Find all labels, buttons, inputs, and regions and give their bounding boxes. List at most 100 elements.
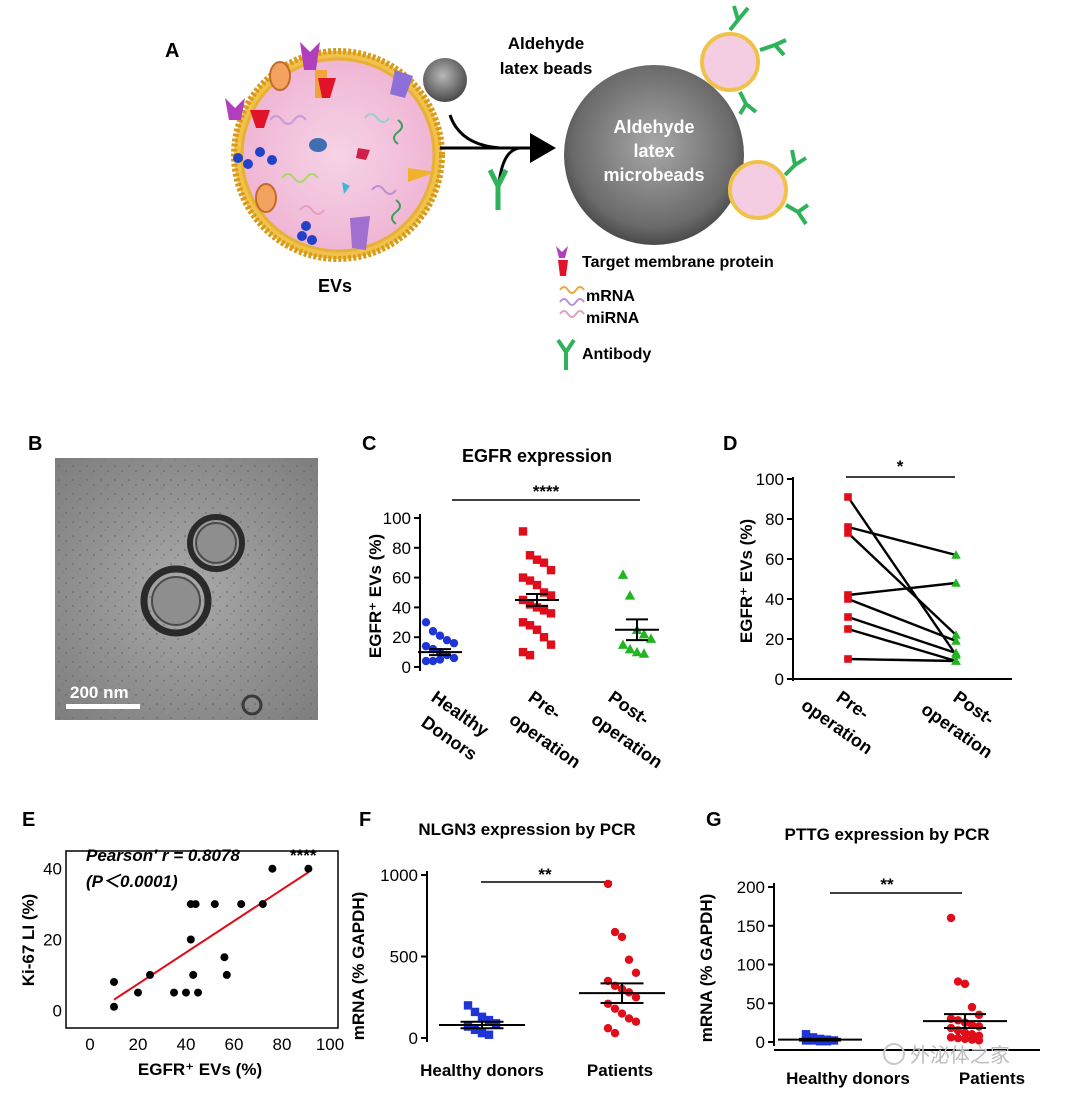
chart-c-point (539, 588, 549, 597)
chart-c-point (546, 565, 556, 575)
big-bead-line3: microbeads (603, 165, 704, 185)
chart-f-point (603, 879, 613, 889)
chart-d-post-point (951, 636, 961, 645)
chart-d-pair-line (847, 525, 957, 557)
chart-c-point (449, 653, 459, 663)
pvalue-label: (P＜0.0001) (86, 872, 178, 891)
chart-g-marks (778, 913, 1007, 1046)
chart-f-title: NLGN3 expression by PCR (418, 820, 635, 839)
chart-c-point (449, 638, 459, 648)
chart-e-point (146, 970, 154, 979)
chart-e-point (191, 900, 200, 909)
chart-c-point (624, 643, 636, 654)
chart-e-regression-line (113, 871, 309, 1001)
chart-c-point (645, 633, 657, 643)
tem-vesicles (140, 514, 263, 716)
chart-e-point (110, 977, 118, 986)
chart-g-title: PTTG expression by PCR (785, 825, 990, 844)
chart-c-y-tick-label: 80 (392, 539, 411, 558)
chart-c-point (435, 655, 445, 664)
chart-c-point (546, 609, 556, 618)
chart-e-x-tick-label: 0 (85, 1035, 94, 1054)
chart-f-point (610, 927, 620, 937)
chart-d-pre-point (844, 591, 852, 599)
pearson-stars: **** (290, 846, 317, 865)
chart-c-point (539, 558, 549, 567)
chart-e-x-tick-label: 100 (316, 1035, 344, 1054)
chart-d-significance: * (897, 457, 904, 476)
chart-d-marks (844, 493, 961, 665)
panel-a-label: A (165, 40, 179, 62)
chart-g-xlabel-patients: Patients (959, 1069, 1025, 1088)
chart-e-x-tick-label: 80 (273, 1035, 292, 1054)
chart-c-point (518, 647, 528, 657)
chart-e-point (110, 1002, 118, 1011)
chart-d-y-tick-label: 80 (765, 510, 784, 529)
chart-d-post-point (951, 550, 961, 559)
chart-e-xlabel: EGFR⁺ EVs (%) (138, 1060, 262, 1079)
chart-g-point (967, 1002, 977, 1012)
chart-c-point (428, 627, 438, 636)
chart-f-point (610, 1028, 620, 1038)
panel-c-label: C (362, 433, 376, 455)
chart-g-point (960, 1034, 970, 1044)
chart-f-point (484, 1030, 494, 1039)
chart-e-point (258, 900, 267, 909)
chart-c-point (525, 551, 535, 560)
chart-g-point (974, 1022, 984, 1031)
chart-g-point (967, 1020, 977, 1030)
chart-f-y-tick-label: 500 (390, 948, 418, 967)
chart-c-point (525, 650, 535, 660)
chart-d-pair-line (847, 657, 957, 663)
antibody-legend-icon (556, 338, 576, 370)
panel-f-label: F (359, 809, 371, 831)
chart-c-marks (418, 527, 659, 666)
chart-c-point (532, 625, 542, 634)
legend-mrna: mRNA (586, 288, 635, 305)
chart-e-point (189, 970, 198, 979)
chart-f-point (470, 1025, 480, 1035)
chart-c-point (532, 580, 542, 590)
chart-f-y-tick-label: 0 (409, 1029, 418, 1048)
chart-c-point (546, 640, 556, 649)
antibody-icon (487, 168, 509, 210)
chart-c-point (539, 633, 549, 642)
rna-icon (559, 286, 585, 318)
chart-g-xlabel-healthy: Healthy donors (786, 1069, 910, 1088)
chart-d-axes: 0 20 40 60 80 100 (756, 470, 1012, 689)
chart-e-x-tick-label: 20 (129, 1035, 148, 1054)
chart-d-pre-point (844, 655, 852, 663)
chart-d-pre-point (844, 493, 852, 501)
captured-ev-top (700, 5, 787, 116)
chart-c-point (518, 618, 528, 627)
chart-e-point (134, 988, 142, 997)
chart-d-y-tick-label: 0 (775, 670, 784, 689)
chart-c-point (624, 590, 636, 600)
chart-c-point (631, 646, 643, 657)
chart-g-point (946, 1033, 956, 1042)
chart-f-significance: ** (538, 865, 552, 884)
chart-f-point (484, 1015, 494, 1025)
chart-e-point (210, 900, 219, 909)
captured-ev-bottom (728, 149, 810, 226)
chart-e-marks (110, 864, 313, 1011)
panel-e-label: E (22, 809, 35, 831)
target-protein-icon (556, 246, 568, 258)
chart-e-point (182, 988, 190, 997)
chart-d-pair-line (847, 496, 957, 656)
chart-d-pair-line (847, 581, 957, 597)
panel-b-label: B (28, 433, 42, 455)
chart-c-point (617, 639, 629, 649)
panel-c: C EGFR expression **** 0 20 40 60 80 100 EGFR… (362, 433, 666, 772)
panel-g-label: G (706, 809, 722, 831)
chart-g-point (953, 1033, 963, 1043)
scale-bar-label: 200 nm (70, 683, 129, 702)
panel-a: A EVs Aldehyde (165, 5, 810, 370)
chart-d-pair-line (847, 532, 957, 636)
chart-e-y-tick-label: 40 (43, 860, 62, 879)
chart-f-xlabel-healthy: Healthy donors (420, 1061, 544, 1080)
chart-c-point (442, 635, 452, 645)
chart-f-point (470, 1007, 480, 1017)
chart-c-title: EGFR expression (462, 446, 612, 466)
